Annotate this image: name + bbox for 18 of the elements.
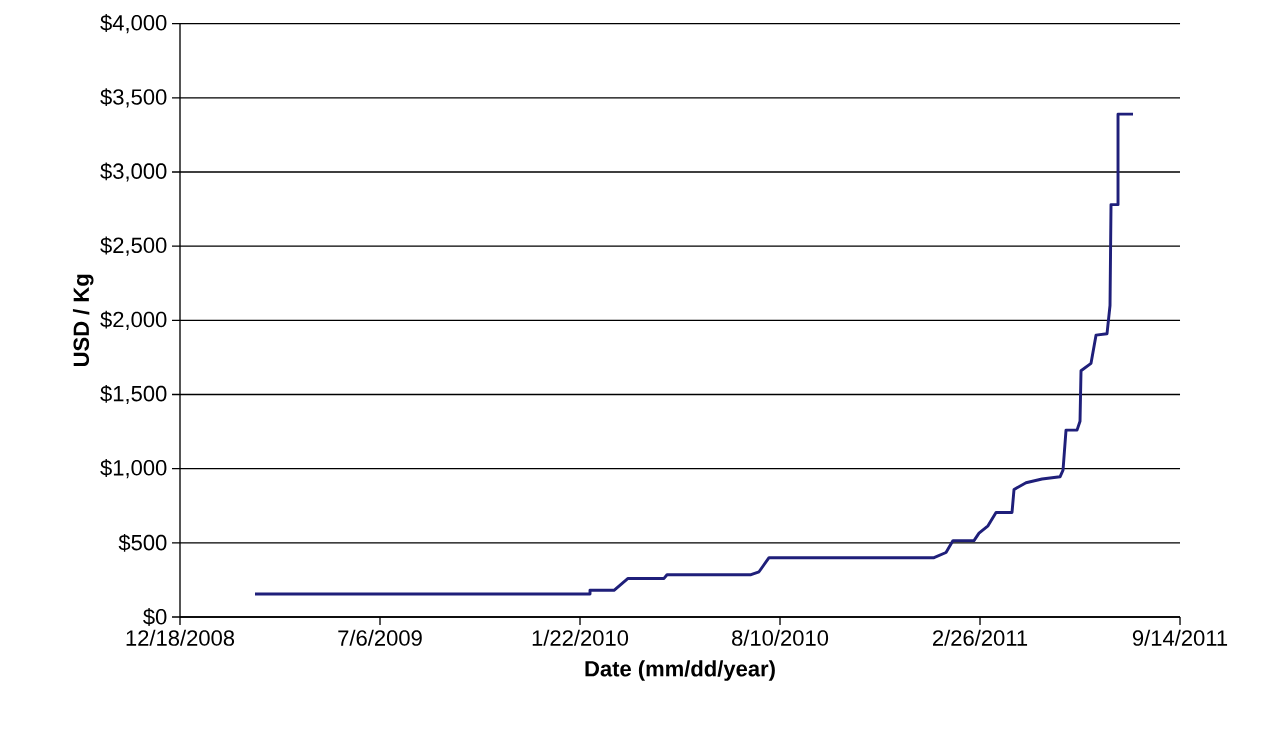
y-tick-label: $1,000 bbox=[100, 459, 167, 479]
x-tick-label: 1/22/2010 bbox=[532, 629, 629, 646]
y-axis-title: USD / Kg bbox=[72, 274, 94, 367]
y-tick-label: $4,000 bbox=[100, 14, 167, 34]
y-tick-label: $500 bbox=[118, 533, 167, 552]
y-tick-label: $3,000 bbox=[100, 162, 167, 182]
x-tick-label: 2/26/2011 bbox=[933, 629, 1028, 646]
x-axis-title: Date (mm/dd/year) bbox=[585, 660, 775, 681]
y-tick-label: $1,500 bbox=[100, 384, 167, 405]
x-tick-label: 9/14/2011 bbox=[1132, 629, 1228, 646]
y-tick-label: $2,000 bbox=[100, 310, 167, 330]
y-tick-label: $2,500 bbox=[100, 236, 167, 256]
x-tick-label: 12/18/2008 bbox=[126, 629, 235, 646]
y-tick-label: $0 bbox=[143, 608, 167, 626]
y-tick-label: $3,500 bbox=[100, 88, 167, 108]
x-tick-label: 7/6/2009 bbox=[338, 629, 422, 646]
line-series bbox=[253, 112, 1135, 596]
x-tick-label: 8/10/2010 bbox=[732, 629, 829, 646]
